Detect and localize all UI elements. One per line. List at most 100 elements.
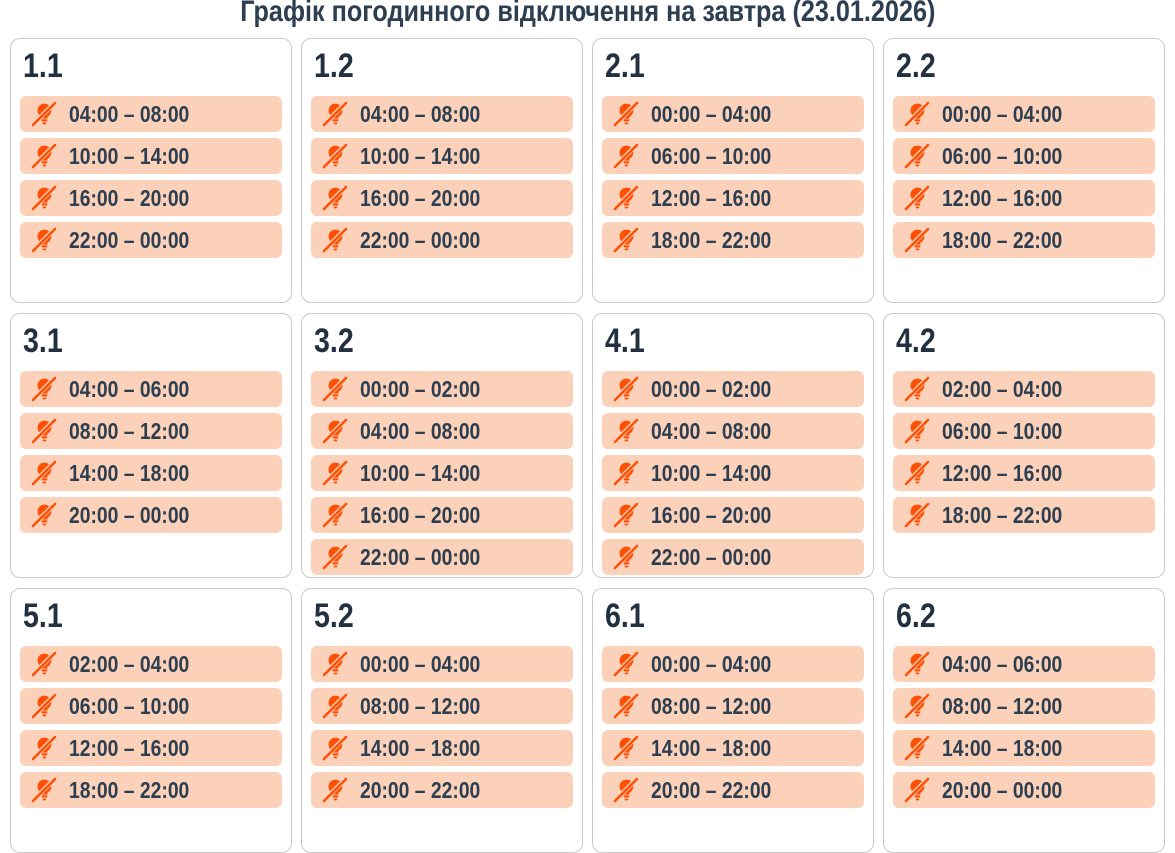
lightbulb-slash-icon [31, 418, 57, 443]
queue-title: 1.1 [23, 43, 282, 91]
queue-card: 1.2 04:00 – 08:00 [301, 38, 583, 303]
outage-time-text: 20:00 – 00:00 [942, 776, 1063, 803]
lightbulb-slash-icon [613, 777, 639, 802]
outage-time: 04:00 – 08:00 [360, 102, 503, 126]
outage-time-text: 20:00 – 22:00 [651, 776, 772, 803]
lightbulb-slash-icon [904, 376, 930, 401]
outage-slot: 10:00 – 14:00 [311, 137, 573, 174]
outage-time: 14:00 – 18:00 [69, 461, 212, 485]
slot-list: 00:00 – 04:00 06:00 – 10:00 [602, 95, 864, 258]
outage-slot: 00:00 – 04:00 [602, 645, 864, 682]
outage-slot: 06:00 – 10:00 [893, 137, 1155, 174]
queue-title-text: 6.2 [896, 597, 936, 635]
outage-time-text: 02:00 – 04:00 [69, 650, 190, 677]
outage-time-text: 12:00 – 16:00 [651, 184, 772, 211]
lightbulb-slash-icon [322, 143, 348, 168]
outage-time-text: 06:00 – 10:00 [69, 692, 190, 719]
outage-time: 08:00 – 12:00 [651, 694, 794, 718]
outage-time: 12:00 – 16:00 [942, 461, 1085, 485]
slot-list: 02:00 – 04:00 06:00 – 10:00 [893, 370, 1155, 533]
outage-time-text: 00:00 – 04:00 [942, 100, 1063, 127]
outage-slot: 08:00 – 12:00 [311, 687, 573, 724]
outage-slot: 00:00 – 04:00 [311, 645, 573, 682]
outage-time-text: 20:00 – 22:00 [360, 776, 481, 803]
outage-slot: 14:00 – 18:00 [311, 729, 573, 766]
outage-time: 08:00 – 12:00 [360, 694, 503, 718]
outage-time-text: 18:00 – 22:00 [942, 501, 1063, 528]
queue-card: 5.1 02:00 – 04:00 [10, 588, 292, 853]
outage-time: 22:00 – 00:00 [651, 545, 794, 569]
outage-slot: 08:00 – 12:00 [893, 687, 1155, 724]
outage-slot: 04:00 – 08:00 [602, 412, 864, 449]
lightbulb-slash-icon [904, 693, 930, 718]
outage-time: 18:00 – 22:00 [942, 228, 1085, 252]
queue-title-text: 6.1 [605, 597, 645, 635]
outage-time: 12:00 – 16:00 [651, 186, 794, 210]
queue-card: 3.1 04:00 – 06:00 [10, 313, 292, 578]
queue-title-text: 1.1 [23, 47, 63, 85]
outage-slot: 20:00 – 00:00 [893, 771, 1155, 808]
outage-slot: 22:00 – 00:00 [311, 221, 573, 258]
queue-card: 1.1 04:00 – 08:00 [10, 38, 292, 303]
queue-title-text: 5.1 [23, 597, 63, 635]
outage-slot: 16:00 – 20:00 [20, 179, 282, 216]
outage-slot: 00:00 – 02:00 [311, 370, 573, 407]
outage-time-text: 04:00 – 06:00 [942, 650, 1063, 677]
outage-time-text: 00:00 – 04:00 [651, 100, 772, 127]
outage-time-text: 04:00 – 08:00 [360, 417, 481, 444]
slot-list: 04:00 – 06:00 08:00 – 12:00 [893, 645, 1155, 808]
lightbulb-slash-icon [322, 544, 348, 569]
outage-time: 06:00 – 10:00 [942, 419, 1085, 443]
queue-title: 2.2 [896, 43, 1155, 91]
outage-time: 04:00 – 08:00 [69, 102, 212, 126]
outage-slot: 04:00 – 08:00 [311, 95, 573, 132]
outage-time-text: 16:00 – 20:00 [360, 184, 481, 211]
queue-title: 6.1 [605, 593, 864, 641]
queues-grid: 1.1 04:00 – 08:00 [0, 38, 1175, 853]
outage-time: 16:00 – 20:00 [360, 503, 503, 527]
outage-slot: 14:00 – 18:00 [20, 454, 282, 491]
outage-slot: 22:00 – 00:00 [20, 221, 282, 258]
queue-card: 6.2 04:00 – 06:00 [883, 588, 1165, 853]
lightbulb-slash-icon [904, 777, 930, 802]
outage-time: 00:00 – 02:00 [651, 377, 794, 401]
lightbulb-slash-icon [31, 185, 57, 210]
lightbulb-slash-icon [322, 418, 348, 443]
outage-time-text: 10:00 – 14:00 [651, 459, 772, 486]
outage-time: 00:00 – 04:00 [651, 652, 794, 676]
outage-time: 12:00 – 16:00 [942, 186, 1085, 210]
slot-list: 04:00 – 06:00 08:00 – 12:00 [20, 370, 282, 533]
lightbulb-slash-icon [613, 227, 639, 252]
outage-slot: 16:00 – 20:00 [311, 179, 573, 216]
outage-slot: 00:00 – 04:00 [602, 95, 864, 132]
queue-title-text: 2.1 [605, 47, 645, 85]
lightbulb-slash-icon [31, 735, 57, 760]
outage-time-text: 16:00 – 20:00 [651, 501, 772, 528]
lightbulb-slash-icon [31, 502, 57, 527]
outage-time-text: 06:00 – 10:00 [942, 142, 1063, 169]
lightbulb-slash-icon [904, 735, 930, 760]
outage-time-text: 18:00 – 22:00 [69, 776, 190, 803]
outage-slot: 22:00 – 00:00 [602, 538, 864, 575]
lightbulb-slash-icon [31, 651, 57, 676]
queue-title: 3.1 [23, 318, 282, 366]
lightbulb-slash-icon [613, 735, 639, 760]
outage-time-text: 16:00 – 20:00 [360, 501, 481, 528]
outage-time-text: 06:00 – 10:00 [942, 417, 1063, 444]
outage-time-text: 08:00 – 12:00 [69, 417, 190, 444]
lightbulb-slash-icon [613, 376, 639, 401]
outage-slot: 12:00 – 16:00 [893, 454, 1155, 491]
outage-time-text: 14:00 – 18:00 [69, 459, 190, 486]
queue-card: 3.2 00:00 – 02:00 [301, 313, 583, 578]
outage-slot: 02:00 – 04:00 [20, 645, 282, 682]
outage-slot: 12:00 – 16:00 [602, 179, 864, 216]
outage-slot: 16:00 – 20:00 [311, 496, 573, 533]
queue-title: 2.1 [605, 43, 864, 91]
outage-time: 16:00 – 20:00 [69, 186, 212, 210]
outage-time: 08:00 – 12:00 [942, 694, 1085, 718]
outage-time: 02:00 – 04:00 [69, 652, 212, 676]
outage-time: 00:00 – 04:00 [651, 102, 794, 126]
outage-slot: 00:00 – 02:00 [602, 370, 864, 407]
outage-time: 16:00 – 20:00 [360, 186, 503, 210]
slot-list: 00:00 – 02:00 04:00 – 08:00 [311, 370, 573, 575]
